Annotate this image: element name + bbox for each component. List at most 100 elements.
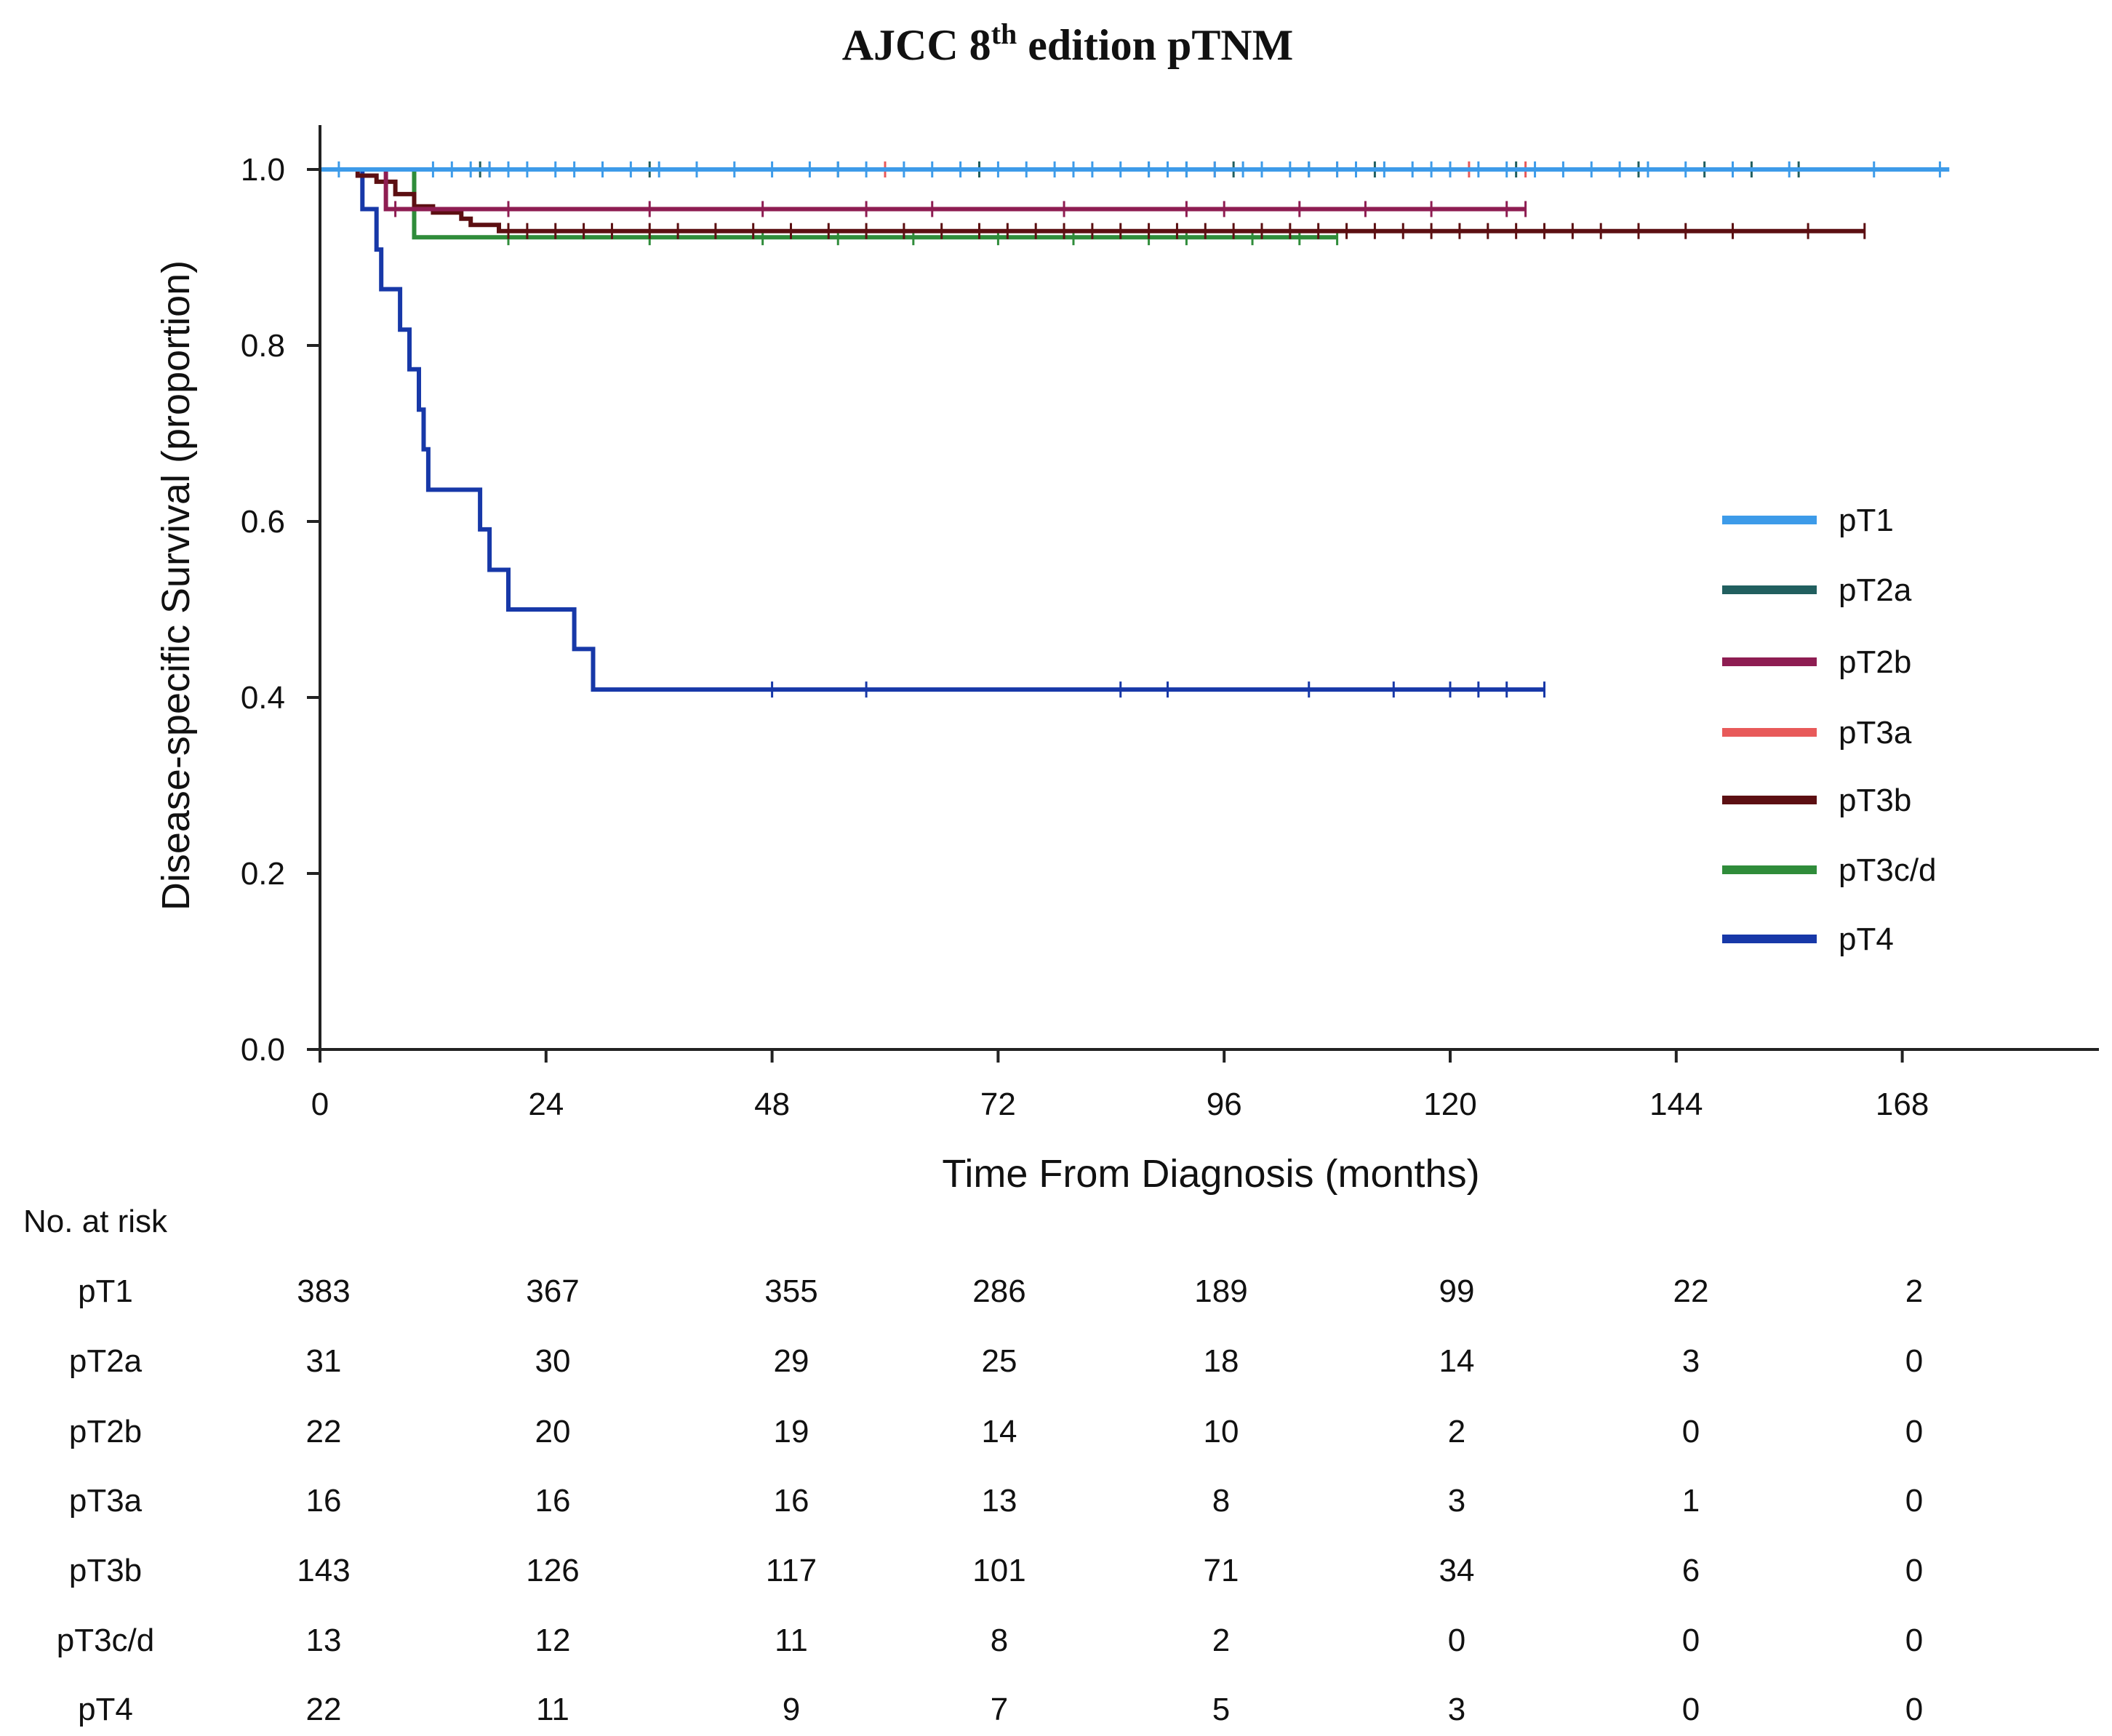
- risk-cell: 99: [1439, 1273, 1475, 1309]
- chart-title: AJCC 8th edition pTNM: [842, 17, 1294, 69]
- x-tick-label: 96: [1207, 1087, 1242, 1122]
- risk-cell: 126: [526, 1553, 579, 1588]
- y-tick-label: 0.8: [241, 328, 285, 364]
- risk-row-pt4: pT4 22 11 9 7 5 3 0 0: [78, 1692, 1923, 1727]
- legend-label: pT4: [1839, 921, 1894, 957]
- risk-row-pt3c-d: pT3c/d 13 12 11 8 2 0 0 0: [57, 1623, 1924, 1658]
- risk-cell: 29: [774, 1343, 809, 1379]
- x-tick-label: 0: [311, 1087, 329, 1122]
- risk-cell: 8: [991, 1623, 1008, 1658]
- risk-cell: 22: [1673, 1273, 1709, 1309]
- legend-item-pt2a: pT2a: [1722, 572, 1912, 608]
- risk-cell: 30: [535, 1343, 571, 1379]
- plot-area: [320, 161, 1950, 698]
- risk-row-pt2b: pT2b 22 20 19 14 10 2 0 0: [69, 1414, 1923, 1449]
- y-tick-label: 0.0: [241, 1032, 285, 1068]
- chart-title-superscript: th: [991, 17, 1017, 50]
- legend-item-pt2b: pT2b: [1722, 644, 1911, 680]
- legend-label: pT3c/d: [1839, 852, 1937, 888]
- legend-item-pt1: pT1: [1722, 503, 1894, 538]
- legend: pT1 pT2a pT2b pT3a pT3b pT3c/d pT4: [1722, 503, 1937, 957]
- legend-item-pt3a: pT3a: [1722, 715, 1912, 751]
- risk-cell: 22: [306, 1414, 342, 1449]
- chart-title-rest: edition pTNM: [1017, 21, 1293, 69]
- risk-cell: 3: [1448, 1483, 1465, 1519]
- risk-cell: 16: [535, 1483, 571, 1519]
- risk-row-pt3a: pT3a 16 16 16 13 8 3 1 0: [69, 1483, 1923, 1519]
- risk-cell: 1: [1682, 1483, 1700, 1519]
- risk-cell: 0: [1448, 1623, 1465, 1658]
- y-tick-label: 0.6: [241, 504, 285, 540]
- risk-row-label: pT2b: [69, 1414, 142, 1449]
- risk-cell: 11: [536, 1692, 569, 1727]
- series-pt2b: [320, 167, 1527, 217]
- risk-cell: 117: [766, 1553, 817, 1588]
- risk-cell: 16: [774, 1483, 809, 1519]
- risk-cell: 367: [526, 1273, 579, 1309]
- risk-cell: 3: [1682, 1343, 1700, 1379]
- risk-cell: 6: [1682, 1553, 1700, 1588]
- risk-cell: 286: [972, 1273, 1025, 1309]
- risk-cell: 0: [1682, 1414, 1700, 1449]
- x-tick-label: 72: [980, 1087, 1016, 1122]
- survival-curve-pt4: [320, 167, 1545, 692]
- risk-row-pt2a: pT2a 31 30 29 25 18 14 3 0: [69, 1343, 1923, 1379]
- risk-cell: 14: [1439, 1343, 1475, 1379]
- risk-cell: 2: [1212, 1623, 1230, 1658]
- risk-row-label: pT2a: [69, 1343, 143, 1379]
- y-axis-title: Disease-specific Survival (proportion): [154, 260, 198, 911]
- legend-item-pt3c-d: pT3c/d: [1722, 852, 1937, 888]
- risk-row-label: pT3b: [69, 1553, 142, 1588]
- risk-cell: 0: [1682, 1623, 1700, 1658]
- risk-cell: 19: [774, 1414, 809, 1449]
- risk-cell: 20: [535, 1414, 571, 1449]
- risk-row-pt1: pT1 383 367 355 286 189 99 22 2: [78, 1273, 1923, 1309]
- legend-item-pt3b: pT3b: [1722, 783, 1911, 818]
- x-tick-label: 168: [1876, 1087, 1929, 1122]
- risk-cell: 0: [1905, 1692, 1923, 1727]
- survival-curve-pt3b: [320, 167, 1865, 233]
- axes: 0 24 48 72 96 120 144 168 0.0 0.2 0.4 0.6 0.8 1.0: [241, 125, 2099, 1122]
- y-tick-label: 0.2: [241, 856, 285, 892]
- legend-label: pT3a: [1839, 715, 1912, 751]
- risk-cell: 13: [306, 1623, 342, 1658]
- risk-cell: 12: [535, 1623, 571, 1658]
- risk-row-pt3b: pT3b 143 126 117 101 71 34 6 0: [69, 1553, 1923, 1588]
- x-tick-label: 24: [528, 1087, 564, 1122]
- x-tick-label: 144: [1649, 1087, 1703, 1122]
- risk-cell: 0: [1905, 1623, 1923, 1658]
- risk-cell: 13: [982, 1483, 1017, 1519]
- risk-cell: 0: [1905, 1343, 1923, 1379]
- survival-curve-pt2b: [320, 167, 1526, 212]
- risk-cell: 14: [982, 1414, 1017, 1449]
- risk-cell: 2: [1905, 1273, 1923, 1309]
- risk-cell: 7: [991, 1692, 1008, 1727]
- risk-cell: 18: [1204, 1343, 1239, 1379]
- series-pt1: [320, 161, 1950, 177]
- risk-cell: 10: [1204, 1414, 1239, 1449]
- risk-cell: 9: [783, 1692, 800, 1727]
- risk-cell: 11: [775, 1623, 808, 1658]
- y-tick-label: 1.0: [241, 152, 285, 188]
- series-pt3b: [320, 167, 1866, 239]
- risk-table-header: No. at risk: [23, 1204, 168, 1239]
- risk-cell: 383: [297, 1273, 350, 1309]
- y-tick-label: 0.4: [241, 680, 285, 716]
- legend-item-pt4: pT4: [1722, 921, 1894, 957]
- risk-cell: 3: [1448, 1692, 1465, 1727]
- risk-cell: 22: [306, 1692, 342, 1727]
- risk-cell: 5: [1212, 1692, 1230, 1727]
- risk-cell: 355: [764, 1273, 817, 1309]
- risk-cell: 189: [1194, 1273, 1247, 1309]
- risk-cell: 71: [1204, 1553, 1239, 1588]
- risk-cell: 101: [972, 1553, 1025, 1588]
- risk-cell: 34: [1439, 1553, 1475, 1588]
- risk-row-label: pT3a: [69, 1483, 143, 1519]
- risk-cell: 0: [1905, 1553, 1923, 1588]
- legend-label: pT2b: [1839, 644, 1911, 680]
- x-axis-title: Time From Diagnosis (months): [942, 1152, 1479, 1196]
- risk-cell: 8: [1212, 1483, 1230, 1519]
- risk-cell: 0: [1905, 1483, 1923, 1519]
